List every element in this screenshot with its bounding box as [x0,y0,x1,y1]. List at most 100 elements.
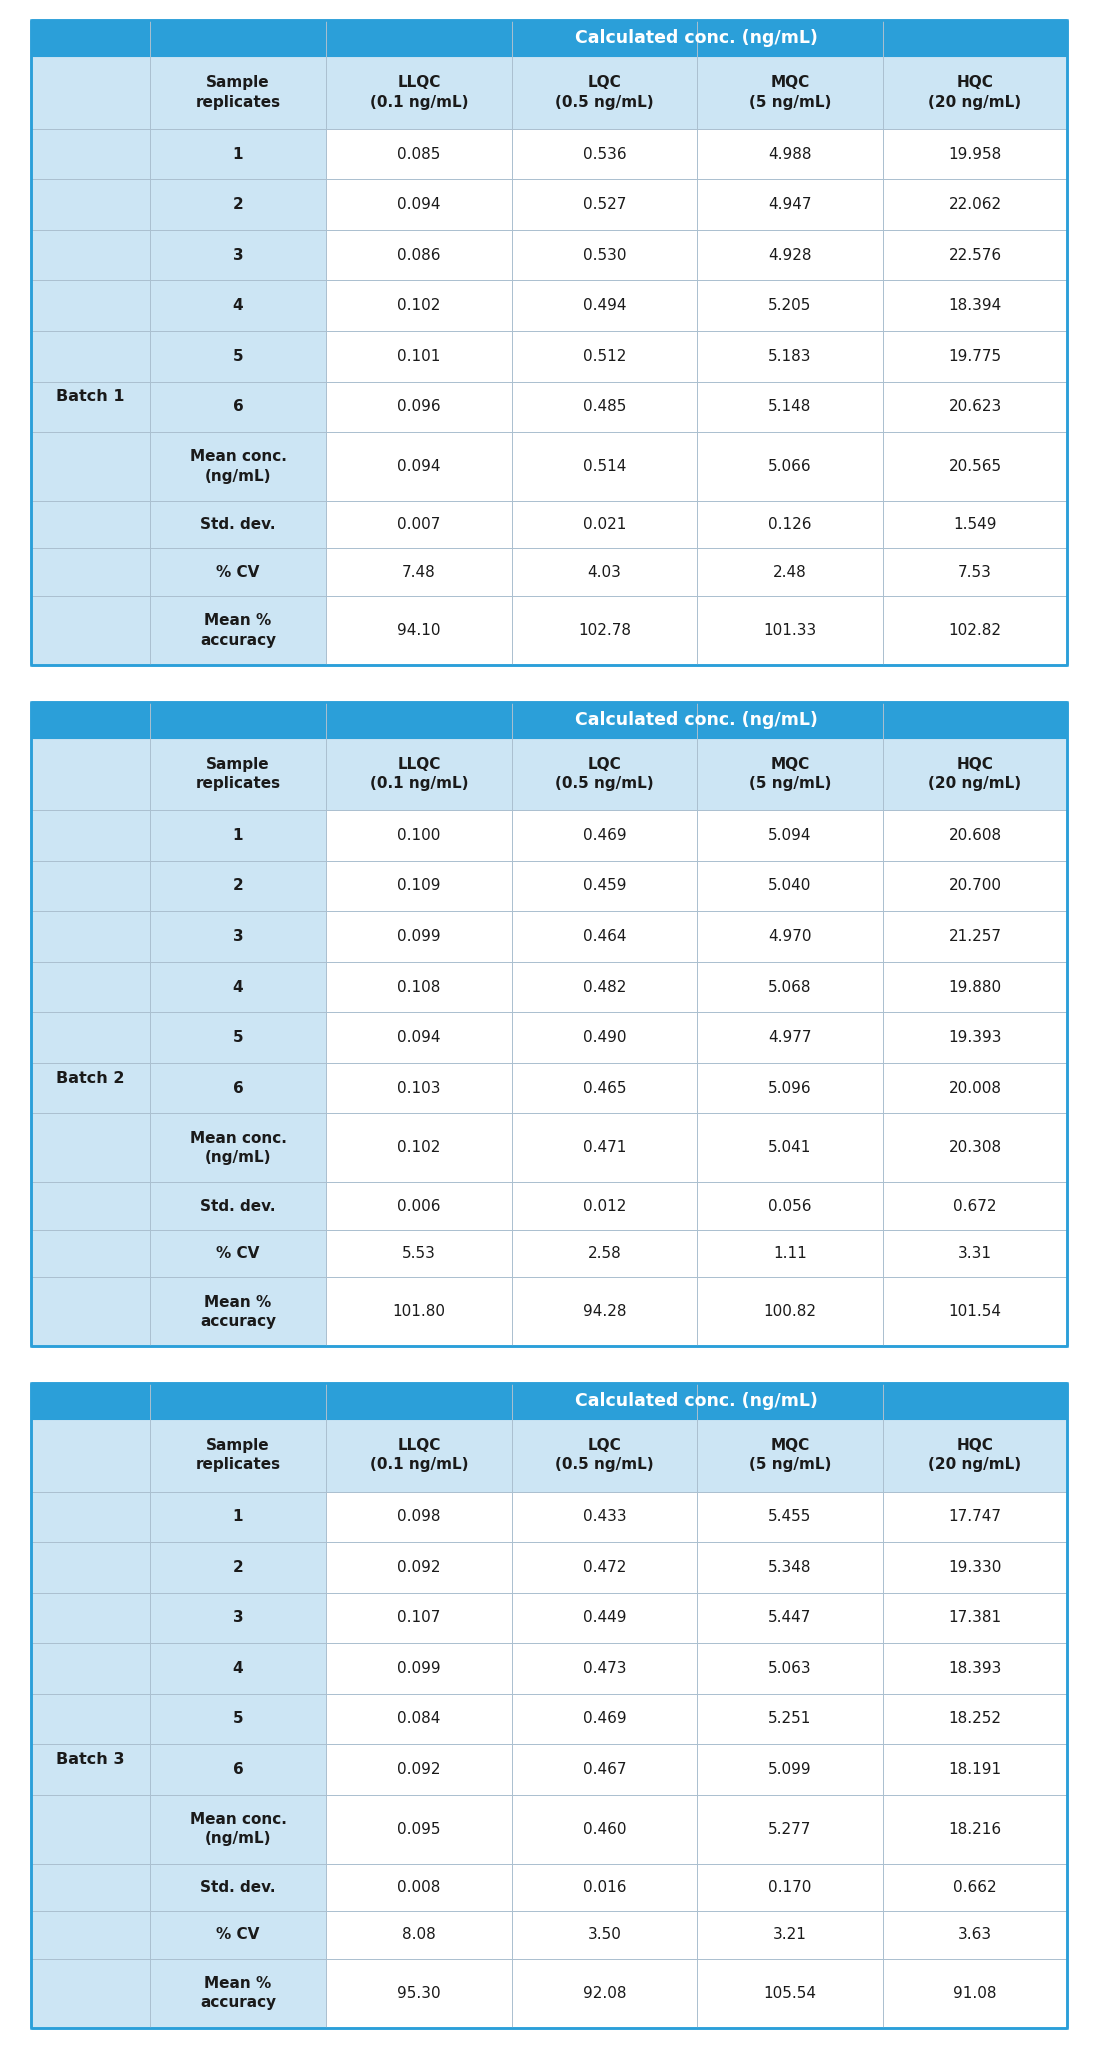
Bar [326,432,512,502]
Text: 0.469: 0.469 [583,1712,626,1726]
Text: 17.381: 17.381 [949,1610,1001,1626]
Text: Calculated conc. (ng/mL): Calculated conc. (ng/mL) [575,29,818,47]
Bar [512,180,697,229]
Bar [512,1419,697,1491]
Text: 5.348: 5.348 [769,1561,811,1575]
Bar [883,1958,1067,2028]
Bar [512,281,697,332]
Text: 3: 3 [233,1610,244,1626]
Bar [512,1278,697,1346]
Text: Batch 3: Batch 3 [56,1751,124,1767]
Text: 5.455: 5.455 [769,1509,811,1524]
Bar [326,129,512,180]
Text: 4.947: 4.947 [769,197,811,213]
Text: 22.576: 22.576 [949,248,1001,262]
Text: 0.460: 0.460 [583,1821,626,1837]
Bar [326,281,512,332]
Text: 18.252: 18.252 [949,1712,1001,1726]
Text: 0.464: 0.464 [583,930,626,944]
Text: 19.393: 19.393 [949,1030,1001,1044]
Text: 102.78: 102.78 [578,623,631,637]
Bar [150,1542,326,1593]
Bar [512,1958,697,2028]
Bar [150,549,326,596]
Bar [697,1182,883,1229]
Bar [697,1593,883,1642]
Text: % CV: % CV [216,1927,260,1942]
Bar [883,1864,1067,1911]
Bar [697,502,883,549]
Bar [31,20,1067,55]
Text: MQC
(5 ng/mL): MQC (5 ng/mL) [749,1438,831,1473]
Bar [326,229,512,281]
Text: 0.672: 0.672 [953,1198,997,1214]
Text: LQC
(0.5 ng/mL): LQC (0.5 ng/mL) [556,76,653,111]
Text: 18.216: 18.216 [949,1821,1001,1837]
Text: 4.928: 4.928 [769,248,811,262]
Text: Mean %
accuracy: Mean % accuracy [200,1976,276,2011]
Text: 6: 6 [233,1081,244,1096]
Text: Mean %
accuracy: Mean % accuracy [200,612,276,647]
Text: 5.277: 5.277 [769,1821,811,1837]
Bar [697,432,883,502]
Bar [150,432,326,502]
Bar [150,1745,326,1794]
Bar [697,332,883,381]
Text: LQC
(0.5 ng/mL): LQC (0.5 ng/mL) [556,1438,653,1473]
Text: 0.449: 0.449 [583,1610,626,1626]
Text: 1: 1 [233,147,244,162]
Bar [150,596,326,666]
Bar [512,229,697,281]
Text: 0.473: 0.473 [583,1661,626,1675]
Bar [512,1745,697,1794]
Text: % CV: % CV [216,565,260,580]
Text: 0.056: 0.056 [769,1198,811,1214]
Bar [512,1012,697,1063]
Bar [150,1419,326,1491]
Bar [697,1694,883,1745]
Text: 3: 3 [233,248,244,262]
Bar [150,1063,326,1114]
Text: 0.471: 0.471 [583,1141,626,1155]
Bar [326,1419,512,1491]
Bar [883,1794,1067,1864]
Bar [150,911,326,963]
Bar [326,1794,512,1864]
Text: LQC
(0.5 ng/mL): LQC (0.5 ng/mL) [556,758,653,791]
Bar [31,702,1067,1346]
Bar [697,1911,883,1958]
Text: 0.094: 0.094 [397,1030,440,1044]
Text: 21.257: 21.257 [949,930,1001,944]
Text: 3: 3 [233,930,244,944]
Bar [883,1182,1067,1229]
Text: Calculated conc. (ng/mL): Calculated conc. (ng/mL) [575,1393,818,1409]
Text: Batch 1: Batch 1 [56,389,124,403]
Text: 5.53: 5.53 [402,1245,436,1262]
Text: 0.085: 0.085 [397,147,440,162]
Bar [883,1542,1067,1593]
Text: 1.549: 1.549 [953,518,997,532]
Text: 2: 2 [233,879,244,893]
Text: 0.108: 0.108 [397,979,440,995]
Text: 18.191: 18.191 [949,1761,1001,1778]
Bar [883,180,1067,229]
Bar [512,129,697,180]
Text: 20.008: 20.008 [949,1081,1001,1096]
Text: Batch 2: Batch 2 [56,1071,124,1085]
Text: MQC
(5 ng/mL): MQC (5 ng/mL) [749,76,831,111]
Bar [883,737,1067,811]
Text: 0.530: 0.530 [583,248,626,262]
Bar [697,129,883,180]
Bar [697,1794,883,1864]
Bar [697,1864,883,1911]
Bar [512,811,697,860]
Bar [150,129,326,180]
Text: Mean conc.
(ng/mL): Mean conc. (ng/mL) [190,449,287,483]
Bar [512,1864,697,1911]
Text: 6: 6 [233,399,244,414]
Bar [512,1694,697,1745]
Text: 18.394: 18.394 [949,299,1001,313]
Bar [31,811,150,1346]
Bar [697,229,883,281]
Bar [883,549,1067,596]
